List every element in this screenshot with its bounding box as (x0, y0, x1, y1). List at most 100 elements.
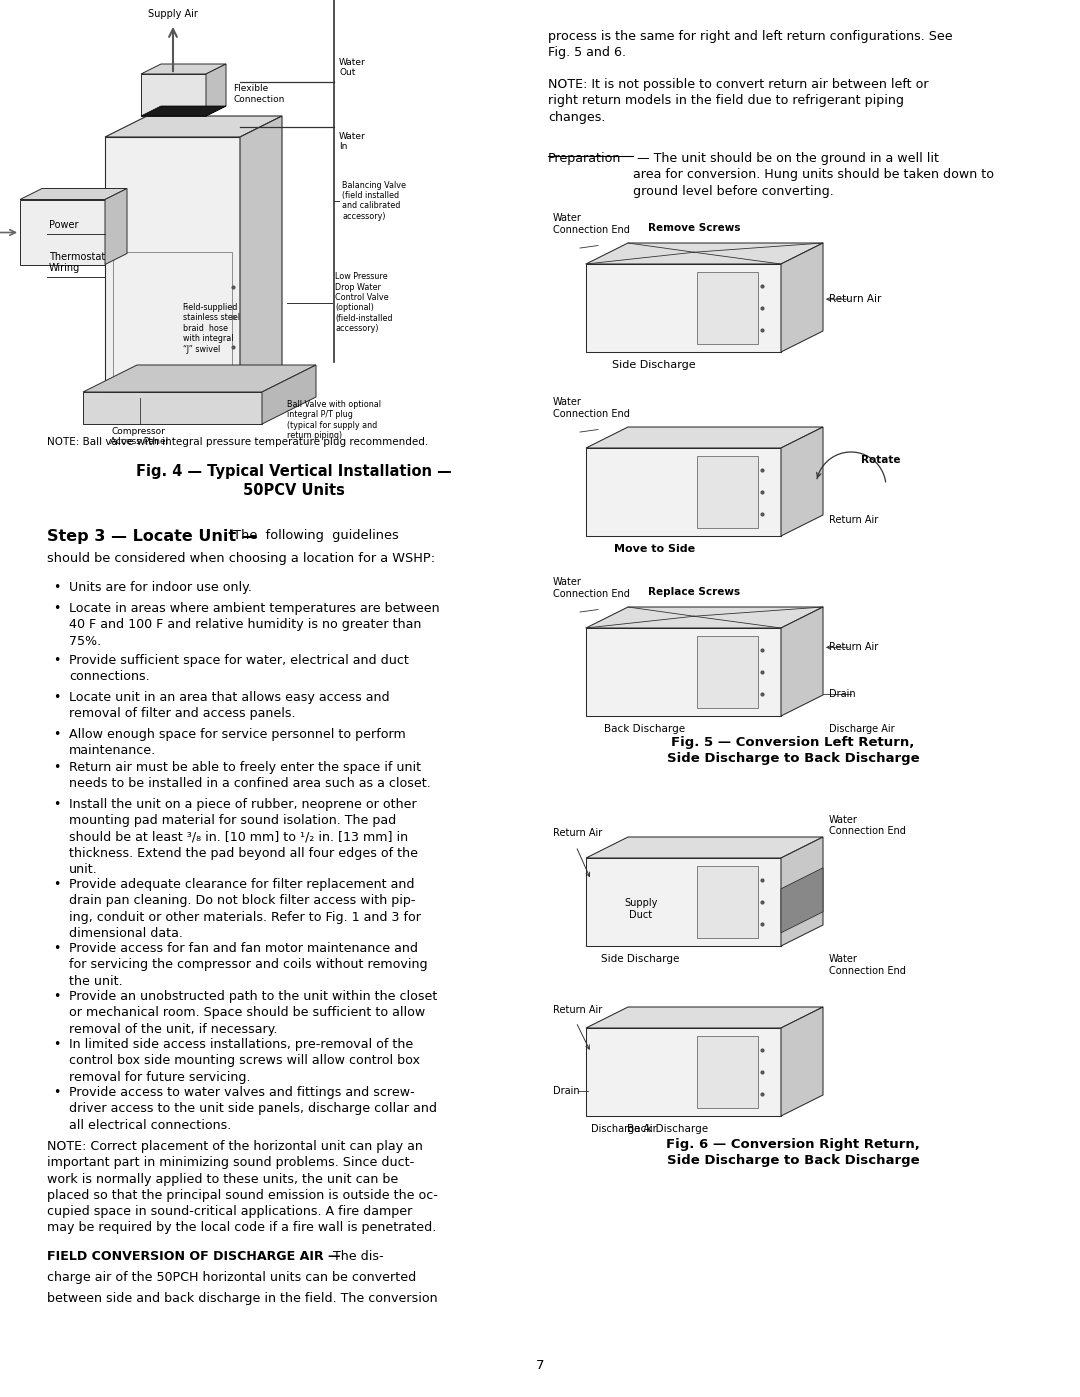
Text: Provide an unobstructed path to the unit within the closet
or mechanical room. S: Provide an unobstructed path to the unit… (69, 990, 437, 1035)
Text: Return Air: Return Air (829, 643, 878, 652)
Text: Drain: Drain (829, 689, 855, 698)
Text: •: • (53, 877, 60, 891)
Polygon shape (141, 64, 226, 74)
Text: Thermostat
Wiring: Thermostat Wiring (49, 251, 105, 274)
Polygon shape (586, 837, 823, 858)
Polygon shape (141, 74, 206, 116)
Text: Water
Connection End: Water Connection End (553, 577, 630, 599)
Polygon shape (698, 1037, 757, 1108)
Polygon shape (586, 427, 823, 448)
Text: Supply Air: Supply Air (148, 8, 198, 20)
Polygon shape (21, 200, 105, 264)
Polygon shape (586, 264, 781, 352)
Text: Water
Connection End: Water Connection End (553, 214, 630, 235)
Text: •: • (53, 581, 60, 594)
Polygon shape (781, 1007, 823, 1116)
Text: Provide access to water valves and fittings and screw-
driver access to the unit: Provide access to water valves and fitti… (69, 1085, 437, 1132)
Text: In limited side access installations, pre-removal of the
control box side mounti: In limited side access installations, pr… (69, 1038, 420, 1084)
Text: Compressor
Access Panel: Compressor Access Panel (110, 427, 167, 447)
Polygon shape (83, 393, 262, 425)
Text: The  following  guidelines: The following guidelines (229, 529, 399, 542)
Polygon shape (698, 636, 757, 708)
Text: Install the unit on a piece of rubber, neoprene or other
mounting pad material f: Install the unit on a piece of rubber, n… (69, 798, 418, 876)
Text: •: • (53, 728, 60, 740)
Text: process is the same for right and left return configurations. See
Fig. 5 and 6.: process is the same for right and left r… (548, 29, 953, 59)
Text: Supply
Duct: Supply Duct (624, 898, 658, 919)
Text: should be considered when choosing a location for a WSHP:: should be considered when choosing a loc… (48, 552, 435, 564)
Text: Field-supplied
stainless steel
braid  hose
with integral
“J” swivel: Field-supplied stainless steel braid hos… (183, 303, 240, 353)
Text: The dis-: The dis- (329, 1250, 383, 1263)
Polygon shape (781, 868, 823, 933)
Text: Low Pressure
Drop Water
Control Valve
(optional)
(field-installed
accessory): Low Pressure Drop Water Control Valve (o… (335, 272, 392, 334)
Text: Remove Screws: Remove Screws (648, 224, 740, 233)
Text: Allow enough space for service personnel to perform
maintenance.: Allow enough space for service personnel… (69, 728, 406, 757)
Text: Discharge Air: Discharge Air (591, 1125, 657, 1134)
Text: •: • (53, 1085, 60, 1099)
Polygon shape (240, 116, 282, 393)
Text: Step 3 — Locate Unit —: Step 3 — Locate Unit — (48, 529, 258, 543)
Polygon shape (781, 243, 823, 352)
Polygon shape (586, 858, 781, 946)
Polygon shape (141, 106, 226, 116)
Polygon shape (781, 427, 823, 536)
Text: Water
Connection End: Water Connection End (829, 814, 906, 837)
Text: Balancing Valve
(field installed
and calibrated
accessory): Balancing Valve (field installed and cal… (342, 180, 406, 221)
Text: Replace Screws: Replace Screws (648, 587, 740, 597)
Text: Power: Power (49, 219, 79, 231)
Polygon shape (105, 189, 127, 264)
Text: Return Air: Return Air (829, 515, 878, 525)
Polygon shape (586, 608, 823, 629)
Polygon shape (206, 64, 226, 116)
Text: charge air of the 50PCH horizontal units can be converted: charge air of the 50PCH horizontal units… (48, 1271, 416, 1284)
Text: Move to Side: Move to Side (613, 543, 694, 555)
Text: 7: 7 (536, 1359, 544, 1372)
Text: Fig. 6 — Conversion Right Return,
Side Discharge to Back Discharge: Fig. 6 — Conversion Right Return, Side D… (666, 1139, 920, 1166)
Text: Return Air: Return Air (829, 295, 881, 305)
Text: •: • (53, 990, 60, 1003)
Text: Ball Valve with optional
integral P/T plug
(typical for supply and
return piping: Ball Valve with optional integral P/T pl… (287, 400, 381, 440)
Text: Flexible
Connection: Flexible Connection (233, 84, 284, 103)
Text: Side Discharge: Side Discharge (612, 360, 697, 370)
Text: Return Air: Return Air (553, 1006, 603, 1016)
Polygon shape (698, 455, 757, 528)
Polygon shape (586, 243, 823, 264)
Polygon shape (781, 837, 823, 946)
Text: •: • (53, 654, 60, 666)
Text: •: • (53, 761, 60, 774)
Text: Water
In: Water In (339, 131, 366, 151)
Text: Provide adequate clearance for filter replacement and
drain pan cleaning. Do not: Provide adequate clearance for filter re… (69, 877, 421, 940)
Polygon shape (586, 448, 781, 536)
Text: Locate unit in an area that allows easy access and
removal of filter and access : Locate unit in an area that allows easy … (69, 692, 390, 721)
Text: •: • (53, 942, 60, 956)
Text: Fig. 5 — Conversion Left Return,
Side Discharge to Back Discharge: Fig. 5 — Conversion Left Return, Side Di… (666, 736, 919, 766)
Text: Water
Connection End: Water Connection End (829, 954, 906, 975)
Text: Water
Connection End: Water Connection End (553, 397, 630, 419)
Text: Return air must be able to freely enter the space if unit
needs to be installed : Return air must be able to freely enter … (69, 761, 431, 791)
Text: Discharge Air: Discharge Air (829, 724, 894, 733)
Text: •: • (53, 692, 60, 704)
Polygon shape (105, 116, 282, 137)
Text: NOTE: Correct placement of the horizontal unit can play an
important part in min: NOTE: Correct placement of the horizonta… (48, 1140, 437, 1235)
Polygon shape (105, 137, 240, 393)
Text: Units are for indoor use only.: Units are for indoor use only. (69, 581, 252, 594)
Polygon shape (586, 1028, 781, 1116)
Polygon shape (698, 866, 757, 937)
Polygon shape (21, 189, 127, 200)
Text: Rotate: Rotate (861, 455, 901, 465)
Text: NOTE: It is not possible to convert return air between left or
right return mode: NOTE: It is not possible to convert retu… (548, 78, 929, 123)
Text: NOTE: Ball valve with integral pressure temperature plug recommended.: NOTE: Ball valve with integral pressure … (48, 437, 429, 447)
Text: — The unit should be on the ground in a well lit
area for conversion. Hung units: — The unit should be on the ground in a … (633, 152, 994, 197)
Polygon shape (83, 365, 316, 393)
Text: Back Discharge: Back Discharge (604, 724, 685, 733)
Text: Water
Out: Water Out (339, 57, 366, 77)
Polygon shape (781, 608, 823, 717)
Text: •: • (53, 602, 60, 615)
Text: •: • (53, 1038, 60, 1051)
Polygon shape (698, 272, 757, 344)
Text: Back Discharge: Back Discharge (627, 1125, 708, 1134)
Text: Side Discharge: Side Discharge (600, 954, 679, 964)
Text: Drain: Drain (553, 1087, 580, 1097)
Text: FIELD CONVERSION OF DISCHARGE AIR —: FIELD CONVERSION OF DISCHARGE AIR — (48, 1250, 340, 1263)
Text: Locate in areas where ambient temperatures are between
40 F and 100 F and relati: Locate in areas where ambient temperatur… (69, 602, 440, 648)
Text: between side and back discharge in the field. The conversion: between side and back discharge in the f… (48, 1292, 437, 1305)
